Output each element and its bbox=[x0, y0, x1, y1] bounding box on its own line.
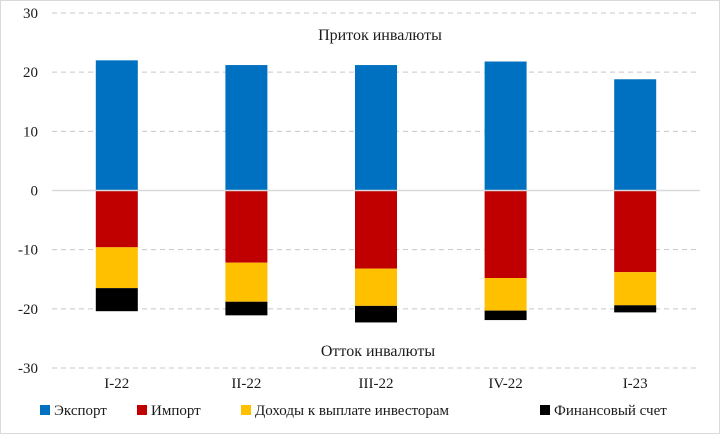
legend-label: Финансовый счет bbox=[554, 403, 667, 419]
bar-segment bbox=[614, 79, 657, 191]
bar-segment bbox=[355, 268, 397, 306]
x-tick-label: II-22 bbox=[231, 376, 261, 392]
bar-segment bbox=[484, 61, 527, 191]
annotation-inflow: Приток инвалюты bbox=[318, 27, 442, 44]
y-tick-label: -20 bbox=[18, 302, 38, 318]
bar-segment bbox=[355, 190, 397, 269]
x-tick-label: I-23 bbox=[623, 376, 648, 392]
bar-segment bbox=[95, 60, 138, 191]
bar-segment bbox=[95, 288, 138, 312]
bar-segment bbox=[225, 262, 268, 302]
bar-segment bbox=[614, 305, 657, 313]
bar-segment bbox=[225, 190, 268, 263]
x-tick-label: IV-22 bbox=[488, 376, 522, 392]
y-axis-ticks: -30 -20 -10 0 10 20 30 bbox=[18, 6, 38, 377]
x-tick-label: III-22 bbox=[359, 376, 394, 392]
bar-segment bbox=[484, 278, 527, 311]
bar-segment bbox=[484, 310, 527, 321]
legend-swatch bbox=[241, 405, 251, 415]
legend-label: Импорт bbox=[151, 403, 201, 419]
legend-swatch bbox=[137, 405, 147, 415]
x-axis-ticks: I-22 II-22 III-22 IV-22 I-23 bbox=[104, 376, 647, 392]
y-tick-label: 20 bbox=[23, 65, 38, 81]
bar-segment bbox=[355, 305, 397, 323]
y-tick-label: 10 bbox=[23, 124, 38, 140]
legend-label: Доходы к выплате инвесторам bbox=[255, 403, 450, 419]
legend-label: Экспорт bbox=[54, 403, 107, 419]
bar-segment bbox=[95, 247, 138, 289]
y-tick-label: -30 bbox=[18, 361, 38, 377]
bar-segment bbox=[484, 190, 527, 279]
x-tick-label: I-22 bbox=[104, 376, 129, 392]
bar-segment bbox=[614, 272, 657, 306]
legend-swatch bbox=[540, 405, 550, 415]
bars bbox=[95, 60, 657, 323]
legend: Экспорт Импорт Доходы к выплате инвесторам… bbox=[40, 403, 667, 419]
annotation-outflow: Отток инвалюты bbox=[321, 343, 436, 360]
bar-segment bbox=[355, 65, 397, 191]
bar-segment bbox=[225, 301, 268, 316]
bar-segment bbox=[614, 190, 657, 273]
y-tick-label: 30 bbox=[23, 6, 38, 22]
bar-segment bbox=[225, 65, 268, 191]
bar-segment bbox=[95, 190, 138, 248]
legend-swatch bbox=[40, 405, 50, 415]
y-tick-label: -10 bbox=[18, 243, 38, 259]
y-tick-label: 0 bbox=[31, 184, 39, 200]
